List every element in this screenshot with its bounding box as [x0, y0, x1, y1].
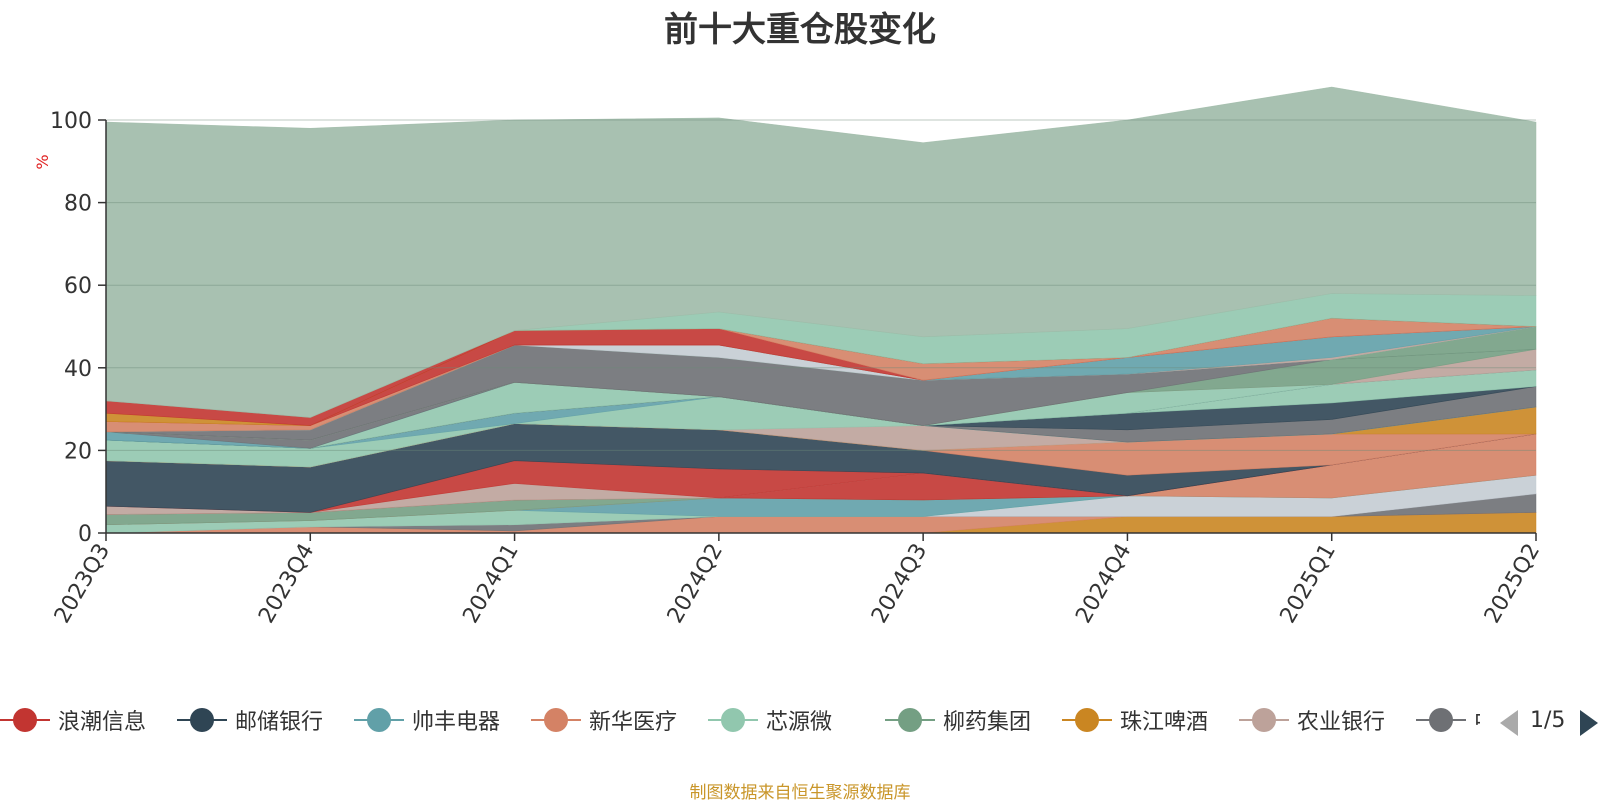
x-tick-label: 2024Q1: [458, 540, 523, 628]
y-tick-label: 0: [78, 522, 92, 547]
x-tick-label: 2024Q3: [867, 540, 932, 628]
grid-lines: [106, 119, 1536, 451]
x-tick-label: 2023Q4: [254, 540, 319, 628]
legend-label: 新华医疗: [589, 710, 678, 735]
legend-item[interactable]: 新华医疗: [531, 700, 677, 740]
y-tick-label: 80: [64, 192, 92, 217]
legend-item[interactable]: 农业银行: [1239, 700, 1385, 740]
y-tick-label: 20: [64, 439, 92, 464]
legend-item[interactable]: 浪潮信息: [0, 700, 146, 740]
legend: 浪潮信息 邮储银行 帅丰电器 新华医疗 芯源微 柳药集团 珠江啤酒 农业银行 中兴通讯: [0, 700, 1480, 740]
y-tick-label: 100: [50, 109, 92, 134]
legend-marker-icon: [1239, 705, 1289, 735]
area-series-37: [105, 86, 1537, 418]
y-unit-label: %: [33, 154, 52, 169]
x-tick-label: 2024Q4: [1071, 540, 1136, 628]
legend-marker-icon: [1416, 705, 1466, 735]
legend-marker-icon: [1062, 705, 1112, 735]
legend-page-indicator: 1/5: [1530, 708, 1566, 733]
x-tick-label: 2024Q2: [663, 540, 728, 628]
x-tick-label: 2023Q3: [50, 540, 115, 628]
legend-label: 邮储银行: [235, 710, 324, 735]
legend-item[interactable]: 中兴通讯: [1416, 700, 1480, 740]
x-tick-label: 2025Q2: [1480, 540, 1545, 628]
legend-marker-icon: [708, 705, 758, 735]
legend-item[interactable]: 芯源微: [708, 700, 832, 740]
legend-prev-page-icon[interactable]: [1500, 710, 1518, 736]
legend-label: 芯源微: [766, 710, 833, 735]
y-tick-label: 40: [64, 357, 92, 382]
legend-marker-icon: [885, 705, 935, 735]
legend-marker-icon: [354, 705, 404, 735]
area-series: [105, 86, 1537, 534]
x-tick-label: 2025Q1: [1276, 540, 1341, 628]
legend-item[interactable]: 邮储银行: [177, 700, 323, 740]
legend-label: 浪潮信息: [58, 710, 147, 735]
legend-label: 农业银行: [1297, 710, 1386, 735]
legend-marker-icon: [177, 705, 227, 735]
legend-label: 柳药集团: [943, 710, 1032, 735]
legend-next-page-icon[interactable]: [1580, 710, 1598, 736]
legend-pager: 1/5: [1498, 702, 1600, 742]
legend-marker-icon: [0, 705, 50, 735]
legend-label: 珠江啤酒: [1120, 710, 1209, 735]
legend-label: 中兴通讯: [1474, 704, 1480, 736]
legend-item[interactable]: 帅丰电器: [354, 700, 500, 740]
data-source-note: 制图数据来自恒生聚源数据库: [689, 783, 911, 803]
legend-item[interactable]: 珠江啤酒: [1062, 700, 1208, 740]
legend-marker-icon: [531, 705, 581, 735]
y-tick-label: 60: [64, 274, 92, 299]
stacked-area-chart: 0 20 40 60 80 100 2023Q3 2023Q4 2024Q1 2024Q2 2024…: [33, 86, 1545, 628]
legend-label: 帅丰电器: [412, 710, 501, 735]
chart-title: 前十大重仓股变化: [664, 10, 936, 50]
legend-item[interactable]: 柳药集团: [885, 700, 1031, 740]
